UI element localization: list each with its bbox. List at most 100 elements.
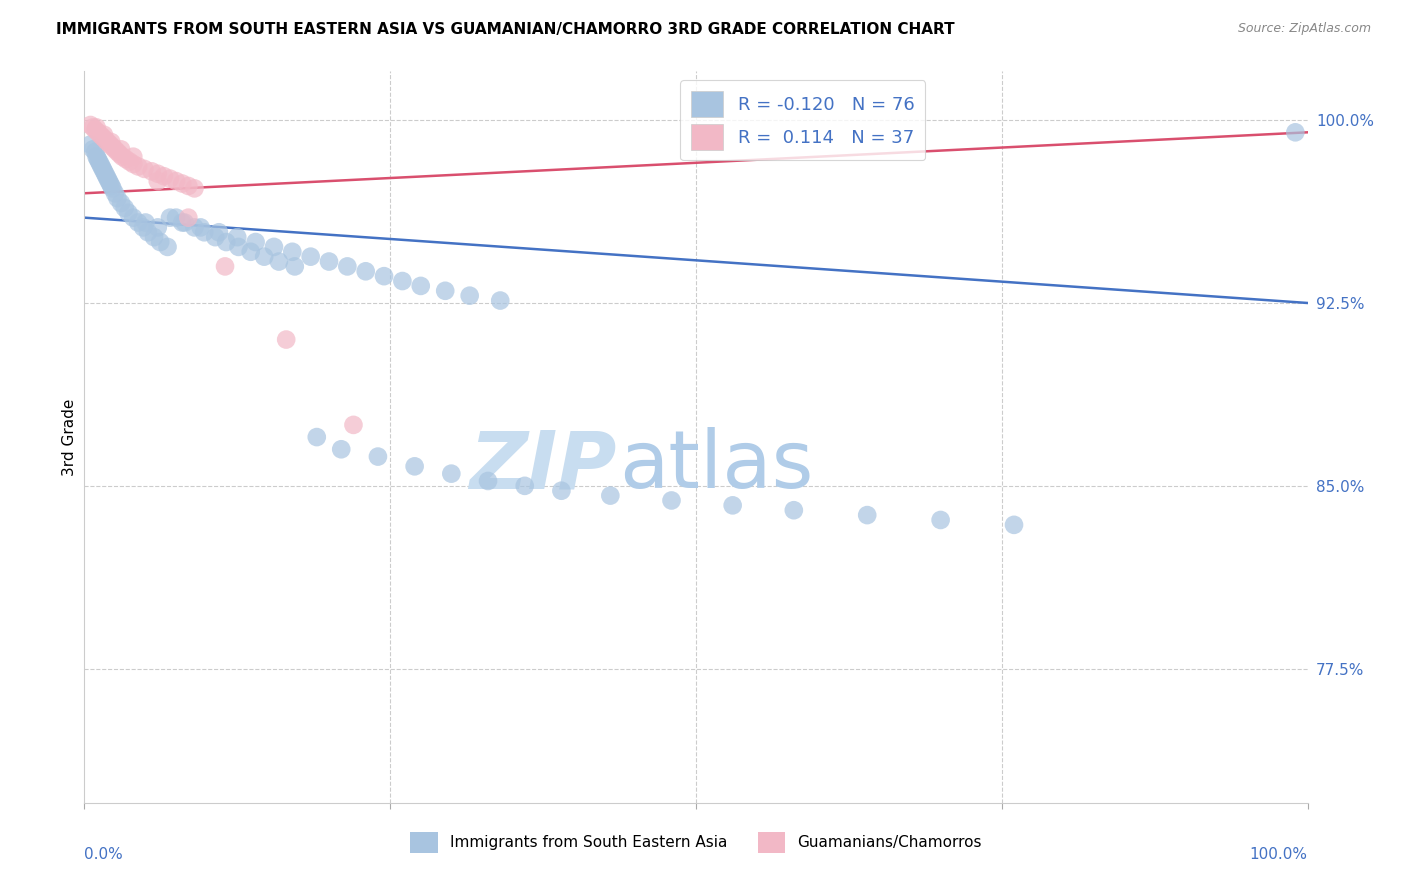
Point [127,215,149,229]
Point [132,220,155,235]
Point [190,220,212,235]
Point [89,157,111,171]
Point [172,177,194,191]
Point [599,489,621,503]
Point [94,167,117,181]
Point [79,137,101,152]
Point [342,417,364,432]
Point [87,125,110,139]
Point [228,240,250,254]
Point [114,201,136,215]
Point [97,135,120,149]
Point [82,120,104,135]
Point [105,145,128,159]
Point [440,467,463,481]
Point [93,128,115,142]
Point [97,171,120,186]
Point [134,161,156,176]
Point [177,211,200,225]
Point [550,483,572,498]
Point [97,174,120,188]
Point [177,178,200,193]
Point [284,260,307,274]
Text: 0.0%: 0.0% [84,847,124,862]
Point [100,135,122,149]
Point [104,186,127,201]
Point [101,181,124,195]
Point [263,240,285,254]
Point [84,123,107,137]
Point [239,244,262,259]
Point [91,161,114,176]
Point [93,164,115,178]
Point [299,250,322,264]
Point [153,169,176,184]
Point [281,244,304,259]
Point [101,140,124,154]
Point [172,215,194,229]
Point [90,160,112,174]
Point [146,174,169,188]
Point [87,154,110,169]
Point [318,254,340,268]
Point [783,503,806,517]
Point [404,459,426,474]
Point [135,215,157,229]
Text: ZIP: ZIP [470,427,616,506]
Point [146,220,169,235]
Point [122,157,145,171]
Point [110,196,132,211]
Y-axis label: 3rd Grade: 3rd Grade [62,399,77,475]
Point [127,160,149,174]
Point [79,118,101,132]
Point [98,177,121,191]
Point [856,508,879,522]
Legend: Immigrants from South Eastern Asia, Guamanians/Chamorros: Immigrants from South Eastern Asia, Guam… [402,824,990,861]
Point [159,211,181,225]
Point [84,145,107,159]
Point [721,499,744,513]
Point [122,150,145,164]
Point [513,479,536,493]
Point [165,174,187,188]
Point [305,430,328,444]
Point [96,169,118,184]
Point [367,450,389,464]
Point [336,260,359,274]
Point [354,264,377,278]
Point [391,274,413,288]
Point [105,191,128,205]
Point [409,279,432,293]
Text: 100.0%: 100.0% [1250,847,1308,862]
Point [193,225,215,239]
Point [91,130,114,145]
Point [143,230,166,244]
Point [183,181,205,195]
Point [477,474,499,488]
Point [111,150,134,164]
Point [100,178,122,193]
Point [94,133,117,147]
Point [118,154,141,169]
Point [214,260,236,274]
Point [226,230,249,244]
Point [215,235,238,249]
Point [173,215,195,229]
Point [245,235,267,249]
Point [156,240,179,254]
Point [489,293,512,308]
Point [661,493,683,508]
Point [86,120,108,135]
Point [98,137,121,152]
Point [108,147,131,161]
Point [929,513,952,527]
Point [146,167,169,181]
Point [165,211,187,225]
Point [86,150,108,164]
Point [136,225,159,239]
Point [82,142,104,156]
Point [104,142,127,156]
Point [183,220,205,235]
Point [208,225,231,239]
Text: IMMIGRANTS FROM SOUTH EASTERN ASIA VS GUAMANIAN/CHAMORRO 3RD GRADE CORRELATION C: IMMIGRANTS FROM SOUTH EASTERN ASIA VS GU… [56,22,955,37]
